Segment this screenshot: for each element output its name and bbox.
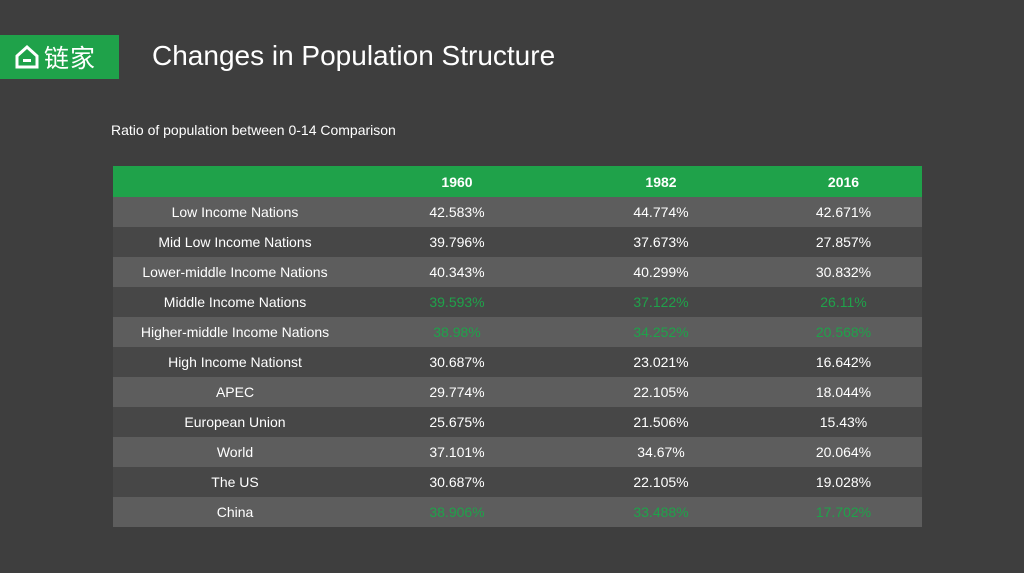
table-body: Low Income Nations 42.583% 44.774% 42.671% M… — [113, 197, 922, 527]
value-cell-1960: 40.343% — [429, 264, 485, 280]
value-cell-1982: 34.252% — [633, 324, 689, 340]
data-table-container: 1960 1982 2016 Low Income Nations 42.583%… — [113, 166, 922, 527]
value-cell-1960: 38.906% — [429, 504, 485, 520]
table-row: Lower-middle Income Nations 40.343% 40.299… — [113, 257, 922, 287]
row-label: Mid Low Income Nations — [158, 234, 312, 250]
table-row: European Union 25.675% 21.506% 15.43% — [113, 407, 922, 437]
table-row: APEC 29.774% 22.105% 18.044% — [113, 377, 922, 407]
row-label: Low Income Nations — [171, 204, 299, 220]
value-cell-2016: 16.642% — [815, 354, 872, 370]
value-cell-1960: 37.101% — [429, 444, 485, 460]
value-cell-1960: 30.687% — [429, 354, 485, 370]
table-row: Middle Income Nations 39.593% 37.122% 26.11… — [113, 287, 922, 317]
value-cell-2016: 27.857% — [815, 234, 872, 250]
value-cell-2016: 42.671% — [815, 204, 872, 220]
row-label: World — [216, 444, 254, 460]
header-cell-label — [113, 166, 357, 197]
value-cell-1960: 30.687% — [429, 474, 485, 490]
value-cell-1960: 25.675% — [429, 414, 485, 430]
row-label: European Union — [184, 414, 286, 430]
value-cell-1982: 34.67% — [637, 444, 685, 460]
row-label: APEC — [215, 384, 255, 400]
value-cell-1960: 29.774% — [429, 384, 485, 400]
value-cell-1982: 37.673% — [633, 234, 689, 250]
house-icon — [15, 44, 39, 69]
value-cell-1982: 37.122% — [633, 294, 689, 310]
value-cell-1982: 22.105% — [633, 384, 689, 400]
value-cell-1982: 33.488% — [633, 504, 689, 520]
population-table: 1960 1982 2016 Low Income Nations 42.583%… — [113, 166, 922, 527]
table-row: China 38.906% 33.488% 17.702% — [113, 497, 922, 527]
row-label: Lower-middle Income Nations — [142, 264, 328, 280]
value-cell-2016: 17.702% — [815, 504, 872, 520]
value-cell-2016: 20.064% — [815, 444, 872, 460]
row-label: Middle Income Nations — [163, 294, 307, 310]
value-cell-2016: 26.11% — [820, 294, 867, 310]
value-cell-1982: 44.774% — [633, 204, 689, 220]
value-cell-1982: 23.021% — [633, 354, 689, 370]
table-row: Low Income Nations 42.583% 44.774% 42.671% — [113, 197, 922, 227]
value-cell-1982: 40.299% — [633, 264, 689, 280]
row-label: Higher-middle Income Nations — [140, 324, 330, 340]
table-title: Ratio of population between 0-14 Compari… — [111, 122, 396, 138]
value-cell-2016: 19.028% — [815, 474, 872, 490]
header-cell-2016: 2016 — [827, 173, 860, 190]
value-cell-2016: 20.568% — [815, 324, 872, 340]
table-row: High Income Nationst 30.687% 23.021% 16.642… — [113, 347, 922, 377]
header-cell-1982: 1982 — [645, 173, 677, 190]
logo-text: 链家 — [44, 44, 97, 73]
table-row: Higher-middle Income Nations 38.98% 34.252… — [113, 317, 922, 347]
value-cell-1960: 39.796% — [429, 234, 485, 250]
brand-logo: 链家 — [0, 35, 119, 79]
value-cell-2016: 30.832% — [815, 264, 872, 280]
value-cell-1960: 42.583% — [429, 204, 485, 220]
value-cell-2016: 15.43% — [819, 414, 868, 430]
value-cell-1982: 21.506% — [633, 414, 689, 430]
table-row: World 37.101% 34.67% 20.064% — [113, 437, 922, 467]
value-cell-2016: 18.044% — [815, 384, 872, 400]
value-cell-1960: 38.98% — [433, 324, 481, 340]
value-cell-1982: 22.105% — [633, 474, 689, 490]
value-cell-1960: 39.593% — [429, 294, 485, 310]
page-title: Changes in Population Structure — [152, 40, 556, 71]
row-label: High Income Nationst — [168, 354, 302, 370]
table-row: Mid Low Income Nations 39.796% 37.673% 27.8… — [113, 227, 922, 257]
table-header-row: 1960 1982 2016 — [113, 166, 922, 197]
header-cell-1960: 1960 — [441, 173, 473, 190]
table-row: The US 30.687% 22.105% 19.028% — [113, 467, 922, 497]
row-label: The US — [211, 474, 259, 490]
row-label: China — [216, 504, 254, 520]
